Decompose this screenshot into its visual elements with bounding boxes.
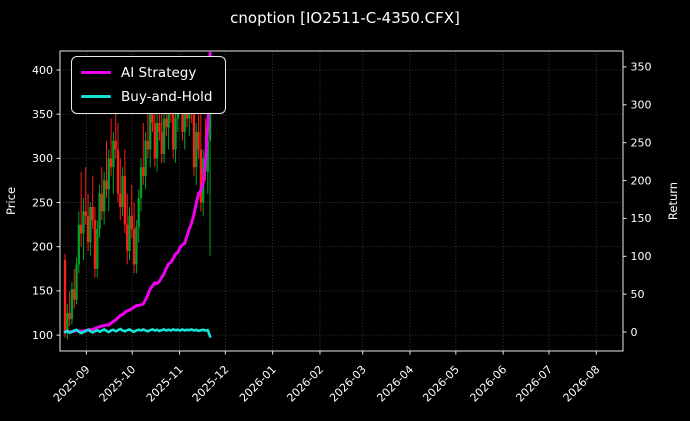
plot-spines	[59, 50, 624, 352]
legend: AI Strategy Buy-and-Hold	[71, 56, 227, 114]
return-tick-label: 200	[631, 174, 652, 187]
x-tick-label: 2025-12	[190, 363, 232, 405]
price-tick-label: 250	[32, 196, 53, 209]
return-tick-label: 350	[631, 61, 652, 74]
candlestick-series	[63, 74, 212, 340]
return-tick-label: 300	[631, 99, 652, 112]
return-tick-label: 50	[631, 288, 645, 301]
x-tick-label: 2026-02	[284, 363, 326, 405]
ai-strategy-line-swatch	[81, 70, 111, 75]
x-tick-label: 2026-08	[561, 363, 603, 405]
x-tick-label: 2026-06	[468, 363, 510, 405]
x-tick-label: 2026-03	[327, 363, 369, 405]
return-axis-label: Return	[666, 182, 680, 220]
return-axis: 0 50 100 150 200 250 300 350 Return	[623, 61, 680, 339]
price-axis-label: Price	[4, 187, 18, 215]
x-tick-label: 2025-09	[51, 363, 93, 405]
return-tick-label: 100	[631, 250, 652, 263]
x-tick-label: 2025-11	[144, 363, 186, 405]
price-tick-label: 350	[32, 108, 53, 121]
x-tick-label: 2025-10	[97, 363, 139, 405]
legend-item-buy-and-hold: Buy-and-Hold	[81, 86, 212, 107]
x-tick-label: 2026-04	[374, 363, 416, 405]
x-tick-label: 2026-01	[237, 363, 279, 405]
chart-title: cnoption [IO2511-C-4350.CFX]	[230, 9, 460, 27]
x-axis: 2025-09 2025-10 2025-11 2025-12 2026-01 2026-…	[51, 351, 603, 405]
grid	[60, 51, 623, 351]
return-tick-label: 150	[631, 212, 652, 225]
price-tick-label: 150	[32, 285, 53, 298]
price-tick-label: 400	[32, 64, 53, 77]
legend-item-ai-strategy: AI Strategy	[81, 62, 212, 83]
buy-and-hold-line	[63, 327, 212, 338]
legend-label-buy-and-hold: Buy-and-Hold	[121, 88, 213, 105]
x-tick-label: 2026-07	[513, 363, 555, 405]
return-tick-label: 250	[631, 136, 652, 149]
x-tick-label: 2026-05	[420, 363, 462, 405]
buy-and-hold-line-swatch	[81, 94, 111, 99]
price-tick-label: 200	[32, 241, 53, 254]
price-tick-label: 100	[32, 329, 53, 342]
price-tick-label: 300	[32, 152, 53, 165]
return-tick-label: 0	[631, 326, 638, 339]
legend-label-ai-strategy: AI Strategy	[121, 64, 197, 81]
price-axis: 100 150 200 250 300 350 400 Price	[4, 64, 60, 342]
